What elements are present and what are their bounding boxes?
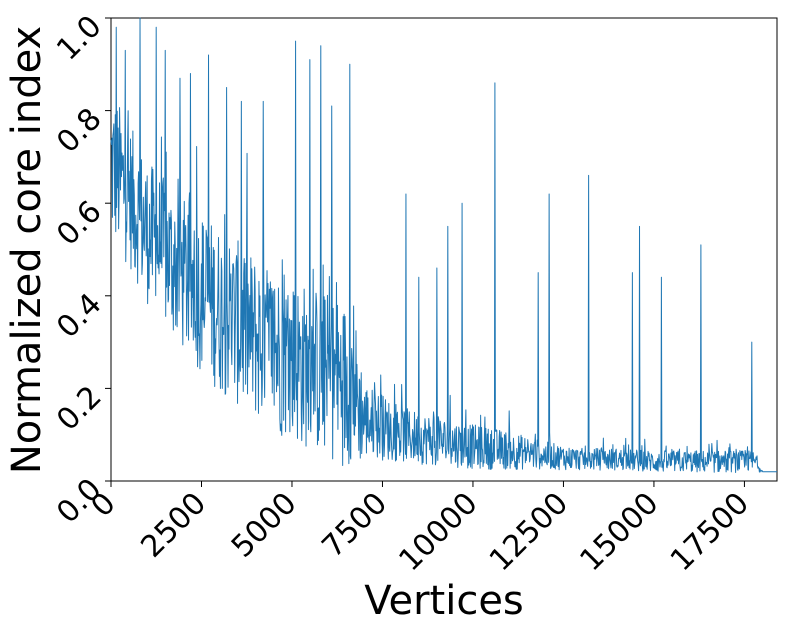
x-tick-label: 17500 — [664, 486, 756, 578]
y-tick-label: 1.0 — [50, 9, 108, 67]
y-tick-label: 0.0 — [50, 472, 108, 530]
x-axis-label: Vertices — [364, 578, 524, 624]
x-tick-label: 2500 — [134, 486, 213, 565]
x-tick-label: 5000 — [225, 486, 304, 565]
y-tick-label: 0.4 — [50, 287, 108, 345]
y-tick-label: 0.2 — [50, 379, 108, 437]
y-axis-label: Normalized core index — [4, 26, 50, 474]
series-line — [110, 17, 778, 474]
x-tick-label: 7500 — [315, 486, 394, 565]
y-axis-ticks: 0.0 0.2 0.4 0.6 0.8 1.0 — [50, 9, 111, 530]
x-tick-label: 12500 — [483, 486, 575, 578]
plot-area — [110, 17, 778, 482]
x-tick-label: 15000 — [573, 486, 665, 578]
line-layer — [110, 17, 778, 474]
y-tick-label: 0.6 — [50, 194, 108, 252]
y-tick-label: 0.8 — [50, 102, 108, 160]
x-tick-label: 10000 — [392, 486, 484, 578]
